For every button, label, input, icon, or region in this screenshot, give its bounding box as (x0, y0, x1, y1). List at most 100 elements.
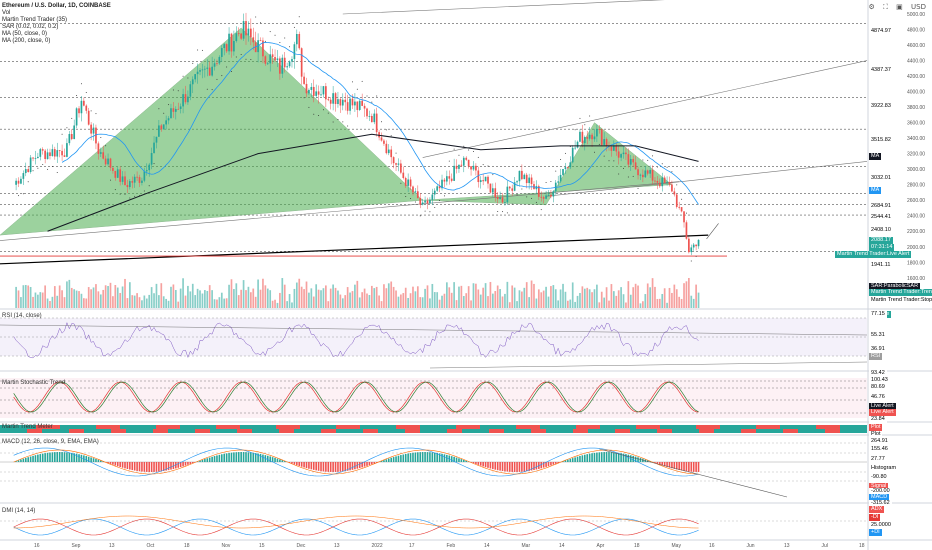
stoch-title[interactable]: Martin Stochastic Trend (2, 380, 66, 386)
candle-body (494, 188, 497, 198)
dmi-title[interactable]: DMI (14, 14) (2, 508, 36, 514)
trend-meter-bar (225, 429, 228, 433)
stoch-axis-label: 80.69 (869, 384, 887, 391)
sar-dot (410, 197, 412, 199)
trend-meter-bar (285, 429, 288, 433)
trend-meter-bar (183, 425, 186, 429)
volume-bar (620, 287, 622, 308)
macd-hist-bar (95, 458, 97, 462)
price-tick: 4200.00 (907, 74, 925, 80)
macd-title[interactable]: MACD (12, 26, close, 9, EMA, EMA) (2, 439, 99, 445)
volume-bar (223, 298, 226, 308)
trend-meter-bar (537, 425, 540, 429)
macd-hist-bar (685, 462, 688, 472)
sar-dot (192, 62, 194, 64)
trend-meter-bar (474, 425, 477, 429)
macd-hist-bar (109, 462, 112, 464)
sar-dot (671, 171, 673, 173)
candle-body (528, 177, 530, 184)
candle-body (334, 93, 337, 105)
camera-icon[interactable]: ▣ (896, 3, 903, 11)
macd-hist-bar (448, 455, 451, 462)
trend-meter-bar (75, 429, 78, 433)
trend-meter-bar (756, 425, 759, 429)
macd-hist-bar (288, 462, 291, 463)
trend-meter-bar (681, 429, 684, 433)
trend-meter-bar (663, 425, 666, 429)
candle-body (150, 153, 153, 165)
volume-bar (237, 295, 240, 308)
volume-bar (211, 290, 213, 308)
volume-bar (525, 282, 528, 308)
indicator-vol[interactable]: Vol (2, 10, 11, 16)
price-axis-label: SAR:ParabolicSAR (869, 283, 921, 290)
indicator-sar[interactable]: SAR (0.02, 0.02, 0.2) (2, 24, 59, 30)
symbol-title[interactable]: Ethereum / U.S. Dollar, 1D, COINBASE (2, 3, 111, 9)
volume-bar (675, 289, 678, 308)
trend-meter-bar (99, 425, 102, 429)
trend-meter-bar (678, 429, 681, 433)
trend-meter-bar (201, 425, 204, 429)
trend-meter-bar (165, 425, 168, 429)
macd-axis-label: -200.00 (869, 488, 892, 495)
candle-body (206, 67, 209, 69)
trend-meter-bar (696, 429, 699, 433)
trend-meter-bar (636, 425, 639, 429)
macd-hist-bar (107, 462, 109, 464)
candle-body (632, 158, 635, 163)
trend-meter-bar (189, 429, 192, 433)
trend-meter-bar (558, 429, 561, 433)
time-tick: 18 (634, 543, 640, 549)
trend-meter-bar (162, 425, 165, 429)
trend-meter-bar (837, 429, 840, 433)
fullscreen-icon[interactable]: ⛶ (883, 3, 888, 11)
trend-meter-bar (294, 429, 297, 433)
volume-bar (482, 287, 485, 308)
macd-hist-bar (683, 462, 685, 471)
price-axis-label: 4874.97 (869, 28, 893, 35)
trend-meter-bar (216, 429, 219, 433)
trend-meter-bar (549, 429, 552, 433)
candle-body (438, 186, 441, 189)
macd-hist-bar (615, 452, 618, 462)
macd-hist-bar (666, 462, 668, 467)
rsi-title[interactable]: RSI (14, close) (2, 313, 42, 319)
candle-body (663, 177, 666, 183)
sar-dot (163, 112, 165, 114)
macd-hist-bar (419, 452, 422, 462)
candle-body (124, 176, 126, 186)
candle-body (97, 143, 100, 154)
candle-body (392, 157, 395, 164)
candle-body (477, 170, 480, 183)
indicator-ma200[interactable]: MA (200, close, 0) (2, 38, 51, 44)
trend-meter-bar (63, 429, 66, 433)
settings-icon[interactable]: ⚙ (868, 3, 875, 11)
candle-body (523, 174, 526, 180)
trend-meter-bar (798, 425, 801, 429)
trend-meter-bar (60, 429, 63, 433)
trend-meter-bar (591, 429, 594, 433)
candle-body (443, 179, 446, 182)
macd-hist-bar (433, 452, 436, 462)
trend-meter-bar (744, 425, 747, 429)
macd-hist-bar (569, 458, 572, 462)
price-tick: 1600.00 (907, 276, 925, 282)
trend-meter-bar (672, 425, 675, 429)
trend-meter-bar (588, 429, 591, 433)
trend-meter-bar (177, 429, 180, 433)
volume-bar (233, 289, 235, 308)
trend-meter-bar (126, 425, 129, 429)
price-tick: 4000.00 (907, 90, 925, 96)
trend-meter-title[interactable]: Martin Trend Meter (2, 424, 53, 430)
indicator-mtt[interactable]: Martin Trend Trader (35) (2, 17, 68, 23)
time-tick: 13 (109, 543, 115, 549)
macd-hist-bar (390, 457, 392, 462)
macd-hist-bar (177, 462, 180, 468)
trend-meter-bar (417, 429, 420, 433)
trend-meter-bar (546, 429, 549, 433)
macd-hist-bar (112, 462, 114, 465)
macd-hist-bar (346, 462, 349, 471)
indicator-ma50[interactable]: MA (50, close, 0) (2, 31, 48, 37)
rsi-line (13, 321, 699, 359)
